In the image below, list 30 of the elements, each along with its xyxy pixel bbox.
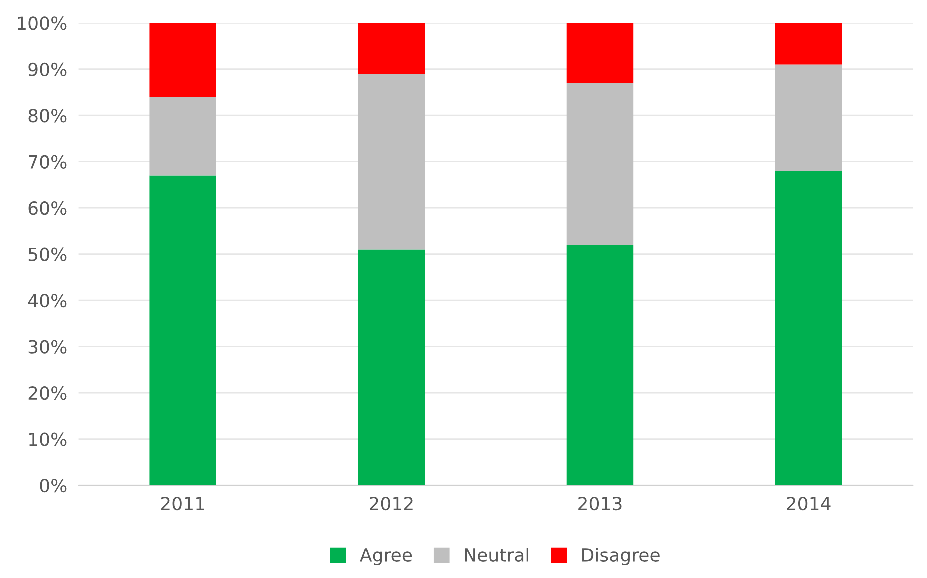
y-tick-label: 70% [29,155,67,169]
legend-label: Neutral [465,548,528,562]
bar [566,245,634,486]
bar [775,23,842,65]
y-tick-label: 60% [28,202,67,216]
y-tick-label: 80% [28,109,67,123]
bar [775,171,842,486]
bar [566,83,634,246]
bar [150,97,216,176]
y-tick-label: 30% [28,340,67,354]
bar [358,250,426,486]
bar [150,23,216,98]
y-tick-label: 0% [40,478,67,493]
y-tick-label: 100% [18,16,67,30]
y-tick-label: 90% [28,62,67,76]
bar [358,74,426,250]
bar [775,64,842,172]
legend-label: Disagree [582,548,660,566]
bar [358,23,426,74]
y-tick-label: 40% [28,294,67,308]
bar [566,23,634,84]
x-tick-label: 2012 [370,496,413,511]
bar [150,176,216,486]
legend-label: Agree [360,548,412,566]
x-tick-label: 2013 [578,496,622,511]
y-tick-label: 10% [30,432,67,446]
y-tick-label: 50% [28,248,67,262]
y-tick-label: 20% [28,386,67,400]
x-tick-label: 2011 [161,496,204,511]
x-tick-label: 2014 [787,496,831,511]
